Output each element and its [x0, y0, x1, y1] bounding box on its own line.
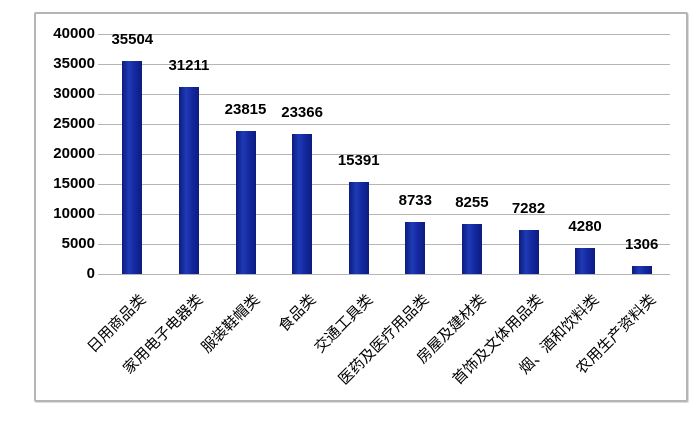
gridline: [98, 273, 670, 275]
gridline: [98, 243, 670, 245]
bar-5: [348, 182, 369, 274]
gridline: [98, 63, 670, 65]
bar-8: [518, 230, 539, 274]
bar-value-label: 4280: [568, 218, 602, 235]
bar-4: [292, 134, 313, 274]
bar-value-label: 31211: [168, 57, 210, 74]
bar-2: [178, 87, 199, 274]
y-axis-tick-label: 35000: [53, 55, 95, 72]
gridline: [98, 93, 670, 95]
bar-value-label: 15391: [337, 152, 380, 169]
gridline: [98, 153, 670, 155]
bar-value-label: 35504: [111, 31, 154, 48]
y-axis-tick-label: 5000: [61, 235, 95, 252]
chart-frame: 40000 35000 30000 25000 20000 15000 10000 5000 0…: [34, 12, 688, 402]
bar-value-label: 23366: [281, 104, 323, 121]
bar-value-label: 7282: [511, 200, 546, 217]
bar-value-label: 23815: [224, 101, 267, 118]
y-axis-tick-label: 20000: [53, 145, 95, 162]
gridline: [98, 183, 670, 185]
bar-7: [461, 224, 482, 274]
y-axis-tick-label: 0: [86, 265, 95, 282]
gridline: [98, 33, 670, 35]
bar-value-label: 8733: [398, 192, 432, 209]
bar-value-label: 1306: [625, 236, 659, 253]
gridline: [98, 123, 670, 125]
bar-1: [122, 61, 143, 274]
bar-6: [405, 222, 426, 274]
bar-3: [235, 131, 256, 274]
y-axis-tick-label: 15000: [53, 175, 95, 192]
bar-value-label: 8255: [455, 194, 489, 211]
y-axis-tick-label: 10000: [53, 205, 95, 222]
bar-10: [631, 266, 652, 274]
y-axis-tick-label: 40000: [53, 25, 95, 42]
gridline: [98, 213, 670, 215]
bar-9: [575, 248, 596, 274]
y-axis-tick-label: 30000: [53, 85, 95, 102]
y-axis-tick-label: 25000: [53, 115, 95, 132]
